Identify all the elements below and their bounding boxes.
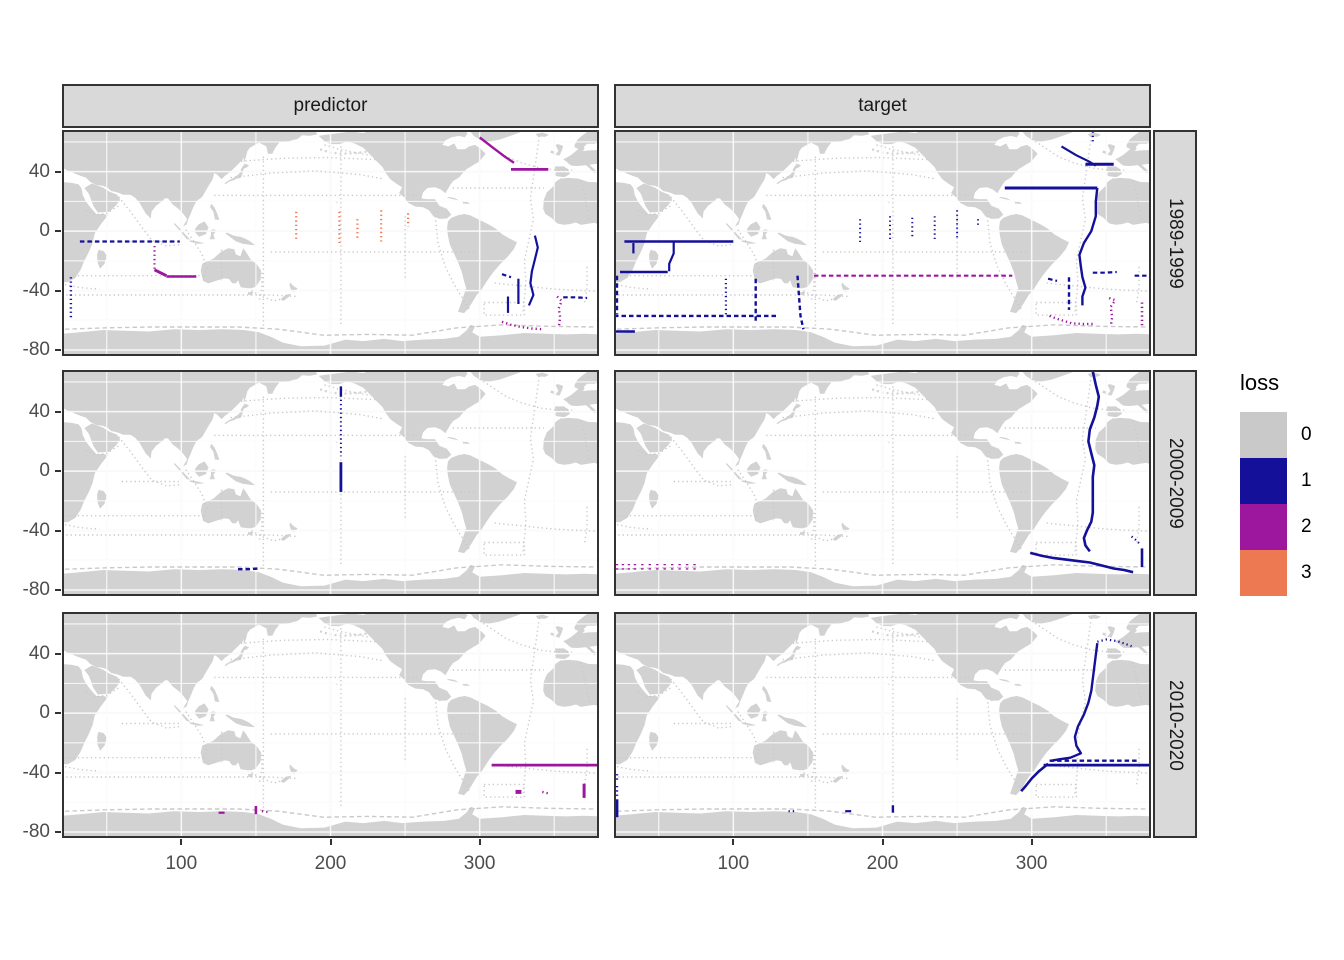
loss-tracks: [614, 131, 1147, 333]
facet-row-label: 2000-2009: [1165, 437, 1186, 529]
facet-column-label: target: [858, 95, 907, 116]
legend-label: 3: [1301, 562, 1312, 583]
legend-label: 0: [1301, 424, 1312, 445]
loss-tracks: [615, 371, 1144, 574]
loss-tracks: [69, 136, 588, 331]
y-tick-label: 40: [28, 400, 50, 422]
facet-row-label: 1989-1999: [1165, 197, 1186, 289]
y-tick-mark: [55, 230, 61, 233]
y-tick-label: 0: [39, 702, 50, 724]
y-tick-label: -40: [22, 761, 50, 783]
facet-row-label: 2010-2020: [1165, 679, 1186, 771]
y-tick-label: 40: [28, 642, 50, 664]
x-tick-label: 100: [717, 853, 750, 874]
y-tick-label: 0: [39, 220, 50, 242]
y-tick-label: -40: [22, 279, 50, 301]
map-panel-target-2010-2020: [614, 612, 1151, 838]
y-tick-mark: [55, 349, 61, 352]
legend-swatch-loss-3: [1240, 550, 1287, 596]
loss-tracks: [218, 763, 599, 815]
y-tick-label: -40: [22, 519, 50, 541]
loss-legend: loss 0 1 2 3: [1240, 370, 1344, 596]
x-tick-label: 100: [165, 853, 198, 874]
x-tick-label: 200: [866, 853, 899, 874]
x-tick-mark: [1030, 839, 1033, 845]
y-tick-mark: [55, 831, 61, 834]
x-tick-mark: [881, 839, 884, 845]
legend-swatch-loss-2: [1240, 504, 1287, 550]
facet-column-strip-target: target: [614, 84, 1151, 128]
map-panel-predictor-1989-1999: [62, 130, 599, 356]
legend-entry: 2: [1240, 504, 1344, 550]
y-tick-mark: [55, 652, 61, 655]
y-tick-mark: [55, 712, 61, 715]
y-tick-mark: [55, 470, 61, 473]
map-panel-target-1989-1999: [614, 130, 1151, 356]
y-tick-mark: [55, 529, 61, 532]
x-tick-mark: [732, 839, 735, 845]
x-tick-label: 300: [463, 853, 496, 874]
x-tick-mark: [180, 839, 183, 845]
x-tick-mark: [478, 839, 481, 845]
map-panel-predictor-2000-2009: [62, 370, 599, 596]
legend-entry: 1: [1240, 458, 1344, 504]
legend-swatch-loss-1: [1240, 458, 1287, 504]
x-tick-label: 200: [314, 853, 347, 874]
facet-row-strip-1989-1999: 1989-1999: [1153, 130, 1197, 356]
facet-row-strip-2010-2020: 2010-2020: [1153, 612, 1197, 838]
facet-row-strip-2000-2009: 2000-2009: [1153, 370, 1197, 596]
legend-entry: 3: [1240, 550, 1344, 596]
y-tick-label: 40: [28, 160, 50, 182]
map-panel-target-2000-2009: [614, 370, 1151, 596]
y-tick-label: 0: [39, 460, 50, 482]
y-tick-mark: [55, 410, 61, 413]
legend-label: 2: [1301, 516, 1312, 537]
loss-tracks: [238, 386, 343, 571]
facet-column-label: predictor: [293, 95, 368, 116]
y-tick-label: -80: [22, 339, 50, 361]
loss-tracks: [615, 638, 1151, 818]
map-panel-predictor-2010-2020: [62, 612, 599, 838]
x-tick-label: 300: [1015, 853, 1048, 874]
x-tick-mark: [329, 839, 332, 845]
legend-title: loss: [1240, 370, 1280, 395]
y-tick-mark: [55, 589, 61, 592]
legend-label: 1: [1301, 470, 1312, 491]
y-tick-mark: [55, 170, 61, 173]
legend-entry: 0: [1240, 412, 1344, 458]
y-tick-label: -80: [22, 821, 50, 843]
legend-swatch-loss-0: [1240, 412, 1287, 458]
y-tick-mark: [55, 289, 61, 292]
facet-column-strip-predictor: predictor: [62, 84, 599, 128]
y-tick-label: -80: [22, 579, 50, 601]
y-tick-mark: [55, 771, 61, 774]
